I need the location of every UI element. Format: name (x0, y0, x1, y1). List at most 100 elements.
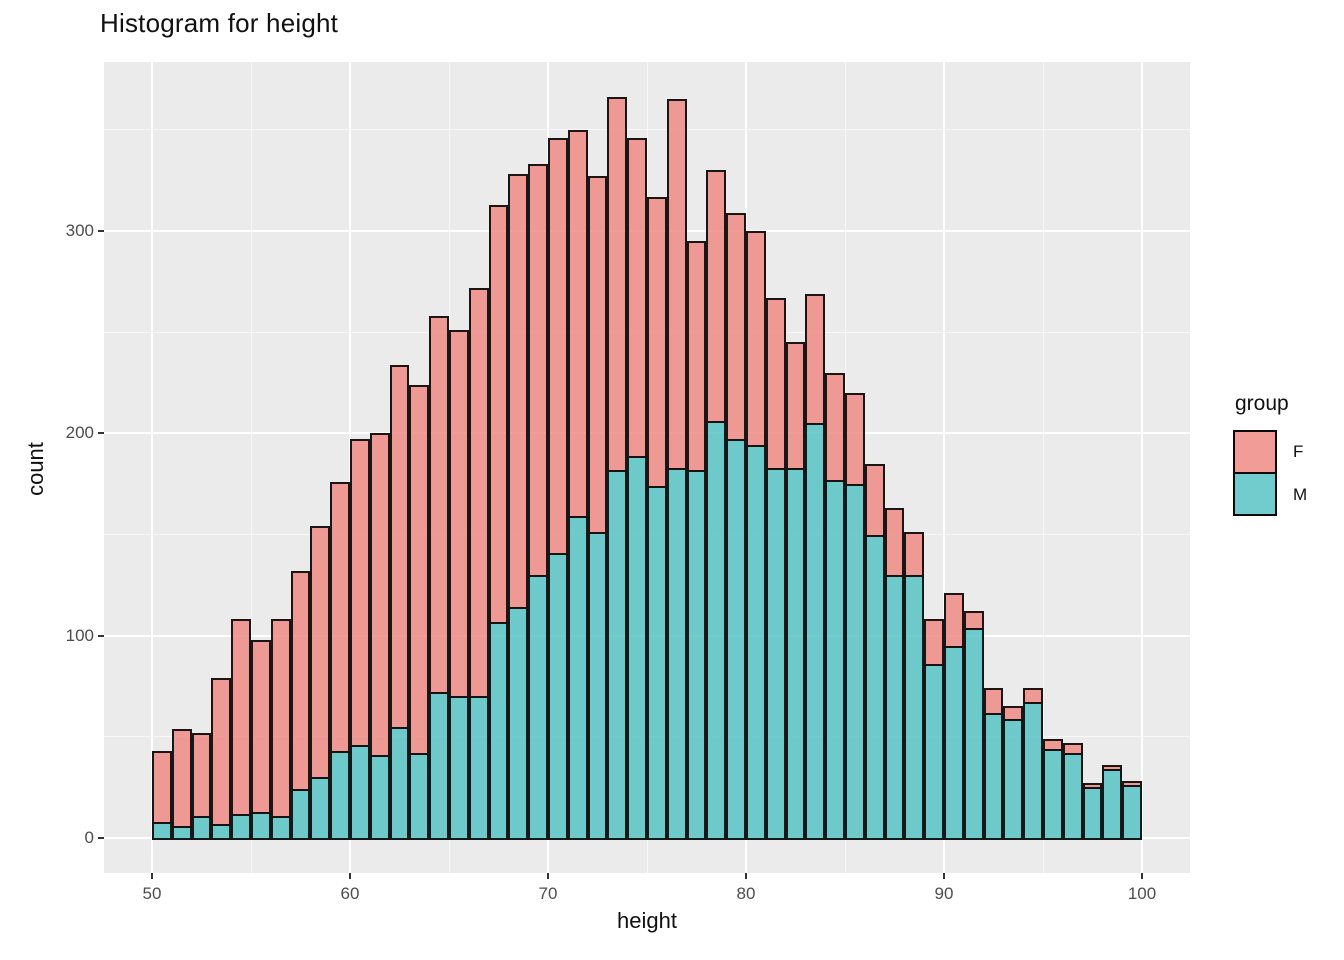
bar-segment-m (1122, 785, 1142, 840)
y-tick-label: 0 (84, 828, 94, 847)
bar-segment-f (944, 593, 964, 648)
bar-segment-f (528, 164, 548, 577)
y-tick-label: 200 (65, 423, 94, 443)
bar-segment-m (409, 753, 430, 840)
bar-segment-m (924, 663, 944, 840)
bar-segment-m (211, 823, 232, 840)
bar-segment-m (1003, 718, 1024, 840)
bar-segment-f (1122, 781, 1142, 788)
gridline-x-minor (1042, 62, 1044, 873)
bar-segment-f (765, 297, 786, 470)
gridline-x-major (943, 62, 945, 873)
bar-segment-m (231, 813, 251, 840)
bar-segment-m (270, 815, 291, 840)
bar-segment-m (350, 744, 370, 840)
bar-segment-m (152, 821, 172, 840)
bar-segment-m (468, 696, 489, 840)
bar-segment-m (726, 439, 746, 840)
legend-label-m: M (1293, 485, 1308, 504)
bar-segment-m (330, 750, 350, 840)
y-tick-mark (98, 230, 104, 232)
y-tick-mark (98, 837, 104, 839)
x-tick-mark (349, 873, 351, 879)
bar-segment-f (785, 342, 806, 470)
bar-segment-f (290, 570, 311, 792)
bar-segment-m (449, 696, 469, 840)
legend: group F M (1233, 392, 1307, 516)
chart-title: Histogram for height (100, 8, 339, 38)
bar-segment-f (904, 532, 925, 577)
bar-segment-f (845, 392, 865, 486)
bar-segment-f (1003, 706, 1024, 721)
legend-label-f: F (1293, 442, 1304, 461)
bar-segment-f (1043, 738, 1063, 751)
bar-segment-m (429, 692, 449, 840)
bar-segment-m (488, 621, 509, 840)
bar-segment-m (567, 516, 588, 840)
bar-segment-f (310, 526, 331, 780)
legend-swatch-f-icon (1233, 430, 1277, 474)
plot-panel (104, 62, 1190, 873)
bar-segment-m (983, 712, 1004, 840)
x-tick-label: 70 (538, 884, 558, 903)
bar-segment-m (647, 485, 667, 840)
bar-segment-f (211, 678, 232, 826)
bar-segment-m (706, 421, 727, 840)
bar-segment-m (548, 552, 568, 840)
bar-segment-f (350, 439, 370, 747)
bar-segment-f (924, 619, 944, 666)
bar-segment-f (191, 732, 212, 818)
x-tick-mark (151, 873, 153, 879)
bar-segment-f (963, 611, 984, 630)
x-tick-label: 80 (736, 884, 756, 903)
bar-segment-m (389, 726, 410, 840)
bar-segment-m (944, 645, 964, 840)
bar-segment-f (1082, 783, 1103, 790)
bar-segment-f (627, 137, 647, 458)
y-tick-label: 300 (65, 221, 94, 240)
x-tick-mark (943, 873, 945, 879)
bar-segment-m (884, 574, 905, 840)
bar-segment-m (746, 445, 766, 840)
bar-segment-f (587, 176, 608, 535)
bar-segment-f (726, 212, 746, 442)
bar-segment-m (686, 469, 707, 840)
bar-segment-f (1023, 688, 1043, 705)
bar-segment-m (765, 467, 786, 840)
bar-segment-m (785, 467, 806, 840)
legend-key-m: M (1233, 472, 1308, 516)
bar-segment-m (310, 777, 331, 840)
bar-segment-f (746, 231, 766, 448)
bar-segment-f (231, 619, 251, 816)
bar-segment-m (825, 479, 845, 840)
bar-segment-m (171, 825, 192, 840)
bar-segment-m (1102, 769, 1123, 840)
bar-segment-m (1023, 702, 1043, 840)
bar-segment-f (1062, 742, 1083, 755)
x-tick-mark (1141, 873, 1143, 879)
legend-title: group (1235, 392, 1289, 415)
bar-segment-m (845, 483, 865, 840)
bar-segment-f (607, 97, 628, 472)
x-tick-mark (745, 873, 747, 879)
x-axis-title: height (617, 908, 677, 933)
bar-segment-f (468, 287, 489, 699)
bar-segment-f (825, 372, 845, 482)
bar-segment-m (587, 532, 608, 840)
bar-segment-f (508, 174, 529, 610)
bar-segment-f (567, 129, 588, 519)
bar-segment-f (369, 433, 390, 758)
bar-segment-m (528, 574, 548, 840)
gridline-x-major (1141, 62, 1143, 873)
y-axis-title: count (23, 442, 48, 496)
bar-segment-f (864, 463, 885, 537)
x-tick-label: 50 (142, 884, 162, 903)
bar-segment-m (607, 469, 628, 840)
bar-segment-f (251, 639, 271, 814)
bar-segment-f (983, 688, 1004, 715)
bar-segment-f (270, 619, 291, 818)
bar-segment-f (686, 241, 707, 472)
bar-segment-m (251, 811, 271, 840)
gridline-x-minor (250, 62, 252, 873)
